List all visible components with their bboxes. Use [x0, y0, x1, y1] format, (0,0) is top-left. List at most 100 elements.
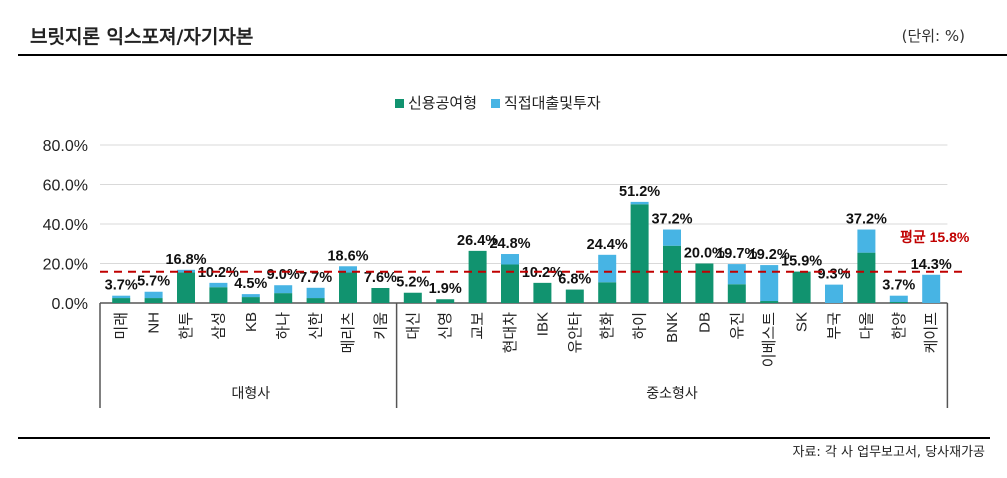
x-tick-label: 유안타 [567, 312, 584, 354]
x-tick-label: IBK [534, 312, 551, 336]
data-label: 20.0% [684, 246, 725, 262]
legend-item-direct: 직접대출및투자 [491, 92, 601, 113]
data-label: 24.4% [587, 237, 628, 253]
bar-segment-credit [501, 264, 519, 303]
bar-segment-credit [889, 302, 908, 303]
x-tick-label: 키움 [372, 312, 389, 340]
x-tick-label: DB [696, 312, 713, 333]
bar-segment-direct [663, 229, 681, 246]
legend-label: 직접대출및투자 [504, 94, 601, 112]
bar-segment-credit [177, 272, 195, 303]
bar-segment-direct [144, 291, 163, 299]
bar-segment-direct [209, 282, 228, 288]
legend-label: 신용공여형 [408, 94, 478, 112]
bar-segment-direct [306, 287, 325, 299]
data-label: 18.6% [327, 248, 368, 264]
title-divider [18, 54, 1007, 56]
legend-swatch-credit [395, 99, 404, 108]
x-tick-label: 하이 [632, 312, 649, 340]
x-tick-label: 하나 [275, 312, 292, 340]
bar-segment-credit [598, 282, 617, 303]
x-tick-label: KB [243, 312, 260, 332]
unit-label: (단위: %) [901, 27, 965, 45]
x-tick-label: NH [146, 312, 163, 334]
data-label: 3.7% [882, 278, 915, 294]
data-label: 4.5% [234, 276, 267, 292]
bar-segment-credit [760, 301, 779, 303]
bar-segment-credit [468, 250, 487, 303]
bar-segment-direct [501, 254, 519, 265]
y-tick-label: 80.0% [43, 138, 88, 155]
data-label: 51.2% [619, 184, 660, 200]
bar-segment-credit [857, 252, 876, 303]
bar-segment-credit [144, 298, 163, 303]
x-tick-label: 신영 [437, 312, 454, 340]
x-tick-label: 삼성 [210, 312, 227, 340]
group-label: 대형사 [231, 385, 270, 401]
bar-segment-credit [371, 287, 390, 303]
legend-item-credit: 신용공여형 [395, 92, 477, 113]
y-tick-label: 60.0% [43, 178, 88, 195]
x-tick-label: 현대차 [502, 312, 519, 354]
data-label: 10.2% [522, 265, 563, 281]
data-label: 10.2% [198, 265, 239, 281]
bar-segment-credit [403, 292, 422, 303]
source-note: 자료: 각 사 업무보고서, 당사재가공 [792, 445, 985, 460]
data-label: 16.8% [165, 252, 206, 268]
bar-segment-credit [727, 284, 746, 303]
bar-segment-direct [922, 274, 941, 303]
x-tick-label: 이베스트 [761, 312, 778, 367]
x-tick-label: 유진 [729, 312, 746, 340]
bar-segment-direct [241, 294, 260, 298]
legend-swatch-direct [491, 99, 501, 108]
data-label: 19.2% [749, 247, 790, 263]
x-tick-label: 대신 [405, 312, 422, 340]
data-label: 14.3% [911, 257, 952, 273]
bar-segment-credit [339, 272, 357, 303]
x-tick-label: 신한 [308, 312, 325, 340]
bar-segment-credit [663, 245, 681, 303]
data-label: 7.7% [299, 270, 332, 286]
data-label: 5.2% [396, 275, 429, 291]
bar-segment-direct [112, 295, 131, 299]
data-label: 6.8% [558, 272, 591, 288]
bar-segment-credit [436, 299, 455, 303]
bar-segment-credit [241, 297, 260, 303]
x-tick-label: 메리츠 [340, 312, 357, 354]
bar-segment-credit [792, 271, 811, 303]
bar-segment-direct [339, 266, 357, 273]
y-tick-label: 0.0% [52, 296, 88, 313]
bar-segment-credit [306, 298, 325, 303]
y-tick-label: 40.0% [43, 217, 88, 234]
average-label: 평균 15.8% [900, 229, 970, 245]
x-tick-label: 교보 [470, 312, 487, 340]
bar-segment-credit [630, 204, 649, 303]
bar-segment-credit [565, 289, 584, 303]
data-label: 37.2% [846, 212, 887, 228]
data-label: 37.2% [651, 212, 692, 228]
bar-segment-direct [825, 284, 843, 303]
bar-segment-credit [695, 263, 714, 303]
bar-segment-direct [760, 265, 779, 302]
x-tick-label: 미래 [113, 312, 130, 340]
x-tick-label: SK [794, 312, 811, 332]
x-tick-label: 케이프 [923, 312, 940, 354]
data-label: 5.7% [137, 274, 170, 290]
y-tick-label: 20.0% [43, 257, 88, 274]
bar-segment-credit [533, 282, 552, 303]
bar-segment-direct [889, 295, 908, 303]
data-label: 9.0% [267, 267, 300, 283]
data-label: 19.7% [716, 246, 757, 262]
x-tick-label: 한양 [891, 312, 908, 340]
bar-segment-direct [598, 254, 617, 283]
bar-segment-credit [209, 287, 228, 303]
x-tick-label: 한화 [599, 312, 616, 340]
bar-segment-direct [630, 201, 649, 205]
bar-segment-direct [727, 264, 746, 285]
bar-segment-credit [112, 298, 131, 303]
x-tick-label: BNK [664, 312, 681, 343]
chart-title: 브릿지론 익스포져/자기자본 [30, 26, 254, 48]
data-label: 26.4% [457, 233, 498, 249]
data-label: 1.9% [429, 281, 462, 297]
